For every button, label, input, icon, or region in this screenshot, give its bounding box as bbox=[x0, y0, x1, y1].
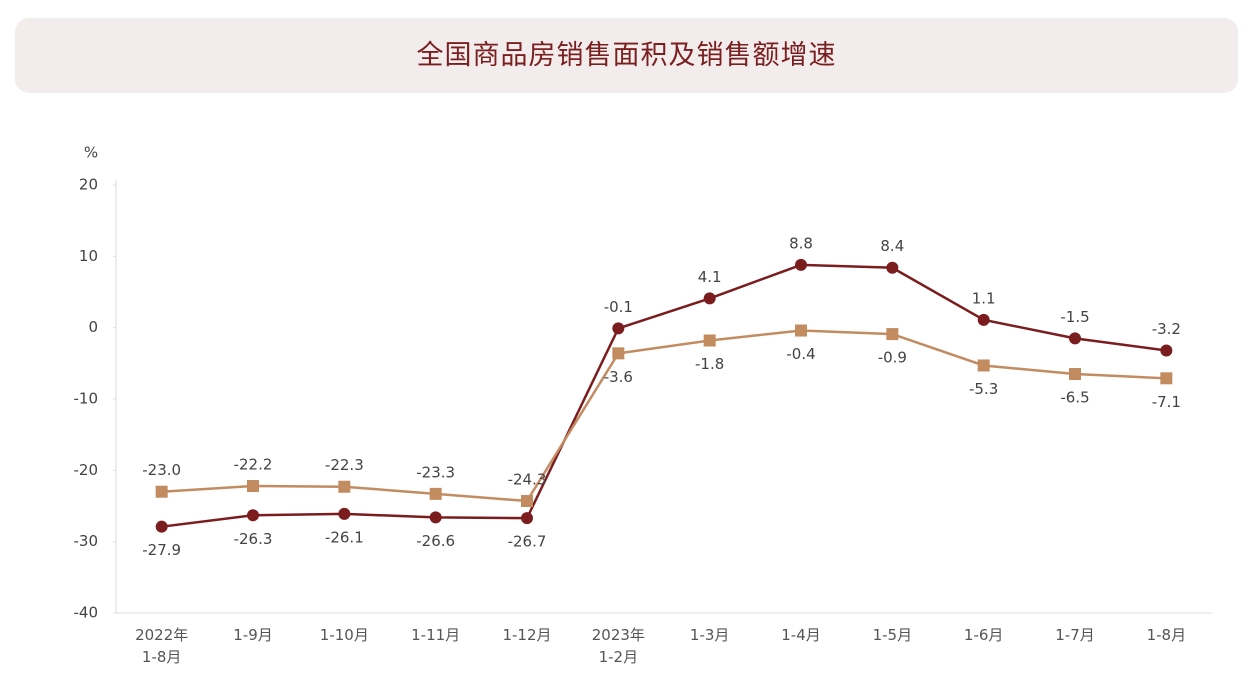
data-label: -7.1 bbox=[1152, 393, 1181, 411]
data-label: -22.2 bbox=[234, 456, 273, 474]
data-label: 8.8 bbox=[789, 234, 813, 252]
data-label: 1.1 bbox=[972, 289, 996, 307]
data-label: -27.9 bbox=[142, 541, 181, 559]
data-label: -1.5 bbox=[1060, 308, 1089, 326]
data-label: -0.4 bbox=[786, 345, 815, 363]
series-line bbox=[161, 329, 1167, 503]
marker bbox=[429, 487, 442, 500]
x-tick-label: 1-6月 bbox=[963, 626, 1004, 644]
data-label: -26.1 bbox=[325, 528, 364, 546]
data-label: 8.4 bbox=[880, 237, 904, 255]
data-label: -26.7 bbox=[508, 533, 547, 551]
marker bbox=[612, 322, 625, 335]
data-label: -24.3 bbox=[508, 471, 547, 489]
marker bbox=[247, 509, 259, 522]
data-label: -23.3 bbox=[416, 463, 455, 481]
marker bbox=[155, 485, 168, 498]
data-label: -6.5 bbox=[1060, 389, 1089, 407]
y-tick-label: 0 bbox=[88, 318, 98, 336]
marker bbox=[703, 334, 716, 347]
y-tick-label: -30 bbox=[74, 532, 99, 550]
marker bbox=[1160, 344, 1173, 357]
y-axis-label: % bbox=[84, 144, 98, 162]
marker bbox=[338, 480, 351, 493]
marker bbox=[977, 359, 990, 372]
data-label: -3.2 bbox=[1152, 320, 1181, 338]
x-tick-label: 2023年 1-2月 bbox=[591, 626, 645, 666]
x-tick-label: 1-12月 bbox=[502, 626, 552, 644]
x-tick-label: 1-4月 bbox=[781, 626, 821, 644]
data-label: 4.1 bbox=[698, 268, 722, 286]
marker bbox=[1069, 332, 1081, 345]
marker bbox=[521, 512, 533, 525]
data-label: -26.3 bbox=[234, 530, 273, 548]
x-tick-label: 1-10月 bbox=[319, 626, 369, 644]
data-label: -26.6 bbox=[416, 532, 455, 550]
marker bbox=[886, 261, 899, 274]
marker bbox=[795, 258, 807, 271]
data-label: -0.9 bbox=[878, 349, 907, 367]
data-label: -3.6 bbox=[604, 368, 633, 386]
x-tick-label: 2022年 1-8月 bbox=[135, 626, 189, 666]
marker bbox=[1160, 372, 1173, 385]
data-label: -0.1 bbox=[604, 298, 633, 316]
marker bbox=[977, 313, 990, 326]
marker bbox=[338, 507, 351, 520]
data-label: -5.3 bbox=[969, 380, 998, 398]
data-label: -23.0 bbox=[142, 461, 181, 479]
marker bbox=[247, 480, 259, 493]
marker bbox=[886, 328, 899, 341]
series-line bbox=[161, 263, 1167, 528]
marker bbox=[429, 511, 442, 524]
x-tick-label: 1-3月 bbox=[689, 626, 730, 644]
y-tick-label: -40 bbox=[74, 604, 99, 622]
data-label: -22.3 bbox=[325, 456, 364, 474]
y-tick-label: -20 bbox=[74, 461, 99, 479]
marker bbox=[703, 292, 716, 305]
marker bbox=[155, 520, 168, 533]
marker bbox=[612, 347, 625, 360]
y-tick-label: -10 bbox=[74, 390, 99, 408]
y-tick-label: 20 bbox=[79, 176, 98, 194]
x-tick-label: 1-7月 bbox=[1055, 626, 1095, 644]
y-tick-label: 10 bbox=[79, 247, 98, 265]
marker bbox=[521, 495, 533, 508]
marker bbox=[795, 324, 807, 337]
x-tick-label: 1-8月 bbox=[1146, 626, 1187, 644]
marker bbox=[1069, 368, 1081, 381]
x-tick-label: 1-5月 bbox=[872, 626, 913, 644]
data-label: -1.8 bbox=[695, 355, 724, 373]
x-tick-label: 1-9月 bbox=[233, 626, 273, 644]
x-tick-label: 1-11月 bbox=[411, 626, 461, 644]
chart-title: 全国商品房销售面积及销售额增速 bbox=[15, 18, 1238, 93]
